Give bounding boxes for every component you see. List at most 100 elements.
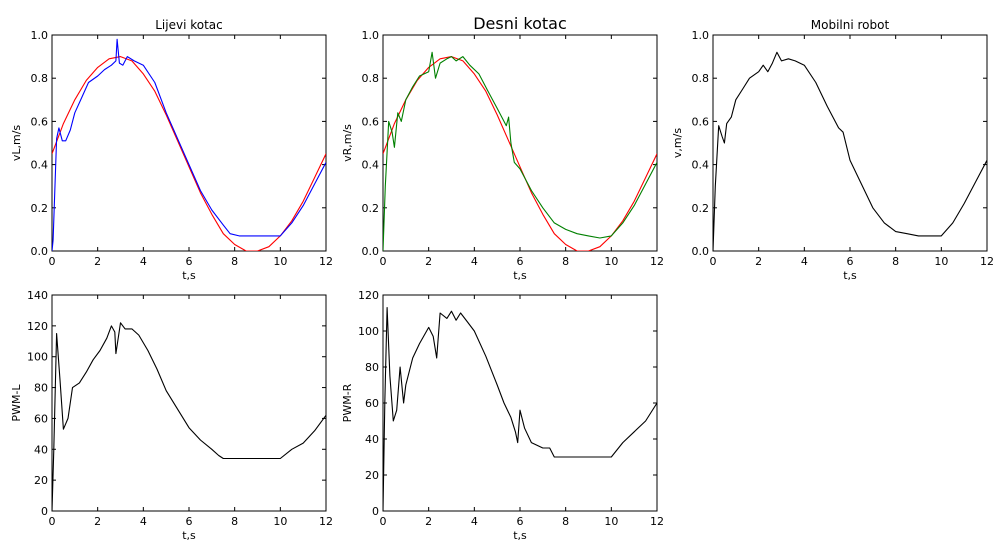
- x-tick-label: 8: [231, 515, 238, 528]
- y-tick-label: 40: [365, 433, 379, 446]
- x-tick-label: 6: [186, 515, 193, 528]
- y-tick-label: 0.8: [692, 72, 710, 85]
- x-tick-label: 4: [140, 255, 147, 268]
- x-tick-label: 10: [934, 255, 948, 268]
- y-tick-label: 0.2: [31, 202, 49, 215]
- x-tick-label: 10: [604, 255, 618, 268]
- x-tick-label: 2: [425, 515, 432, 528]
- series-line-1: [52, 322, 326, 511]
- x-tick-label: 2: [94, 515, 101, 528]
- x-tick-label: 0: [380, 255, 387, 268]
- x-tick-label: 4: [471, 255, 478, 268]
- x-tick-label: 6: [847, 255, 854, 268]
- series-line-1: [52, 56, 326, 251]
- x-tick-label: 2: [94, 255, 101, 268]
- x-tick-label: 0: [380, 515, 387, 528]
- y-tick-label: 0.4: [31, 159, 49, 172]
- y-tick-label: 0.4: [692, 159, 710, 172]
- series-line-1: [713, 51, 987, 251]
- y-tick-label: 40: [34, 443, 48, 456]
- chart-title: Desni kotac: [473, 14, 567, 33]
- y-tick-label: 0.6: [692, 115, 710, 128]
- y-tick-label: 20: [34, 474, 48, 487]
- chart-title: Lijevi kotac: [155, 18, 223, 32]
- x-tick-label: 10: [273, 515, 287, 528]
- x-axis-label: t,s: [843, 269, 857, 282]
- x-tick-label: 8: [892, 255, 899, 268]
- x-tick-label: 6: [186, 255, 193, 268]
- y-tick-label: 0: [41, 505, 48, 518]
- y-tick-label: 60: [365, 397, 379, 410]
- y-axis-label: vL,m/s: [10, 125, 23, 162]
- x-tick-label: 4: [801, 255, 808, 268]
- y-tick-label: 0.0: [692, 245, 710, 258]
- x-tick-label: 0: [49, 255, 56, 268]
- x-tick-label: 12: [650, 255, 664, 268]
- y-tick-label: 1.0: [31, 29, 49, 42]
- y-tick-label: 0.2: [692, 202, 710, 215]
- x-tick-label: 0: [49, 515, 56, 528]
- y-tick-label: 0.6: [31, 115, 49, 128]
- y-axis-label: PWM-L: [10, 384, 23, 422]
- plot-frame: [382, 34, 658, 252]
- x-tick-label: 4: [471, 515, 478, 528]
- y-tick-label: 1.0: [692, 29, 710, 42]
- series-line-1: [383, 56, 657, 251]
- x-tick-label: 12: [650, 515, 664, 528]
- x-tick-label: 4: [140, 515, 147, 528]
- x-tick-label: 6: [517, 255, 524, 268]
- y-tick-label: 100: [27, 351, 48, 364]
- y-tick-label: 140: [27, 289, 48, 302]
- x-tick-label: 6: [517, 515, 524, 528]
- plot-frame: [382, 294, 658, 512]
- x-tick-label: 2: [425, 255, 432, 268]
- y-tick-label: 1.0: [362, 29, 380, 42]
- y-tick-label: 80: [34, 382, 48, 395]
- y-tick-label: 60: [34, 412, 48, 425]
- y-tick-label: 0.8: [31, 72, 49, 85]
- chart-title: Mobilni robot: [811, 18, 890, 32]
- plot-frame: [712, 34, 988, 252]
- y-tick-label: 100: [358, 325, 379, 338]
- x-tick-label: 12: [319, 255, 333, 268]
- y-tick-label: 0: [372, 505, 379, 518]
- y-axis-label: PWM-R: [341, 383, 354, 422]
- chart-1: 0 2 4 6 8 10 12 0.0 0.2 0.4 0.6 0.8 1.0 Lijevi kotac t…: [10, 18, 333, 282]
- x-tick-label: 12: [980, 255, 994, 268]
- x-axis-label: t,s: [513, 529, 527, 541]
- x-tick-label: 10: [273, 255, 287, 268]
- x-tick-label: 2: [755, 255, 762, 268]
- y-tick-label: 0.0: [362, 245, 380, 258]
- x-tick-label: 10: [604, 515, 618, 528]
- y-axis-label: v,m/s: [671, 128, 684, 158]
- x-tick-label: 8: [562, 515, 569, 528]
- y-tick-label: 120: [27, 320, 48, 333]
- x-tick-label: 0: [710, 255, 717, 268]
- x-tick-label: 8: [562, 255, 569, 268]
- x-tick-label: 12: [319, 515, 333, 528]
- plot-frame: [51, 294, 327, 512]
- series-line-1: [383, 307, 657, 511]
- x-axis-label: t,s: [182, 529, 196, 541]
- y-tick-label: 0.6: [362, 115, 380, 128]
- y-axis-label: vR,m/s: [341, 124, 354, 162]
- y-tick-label: 80: [365, 361, 379, 374]
- chart-3: 0 2 4 6 8 10 12 0.0 0.2 0.4 0.6 0.8 1.0 Mobilni robot…: [671, 18, 994, 282]
- chart-2: 0 2 4 6 8 10 12 0.0 0.2 0.4 0.6 0.8 1.0 Desni kotac t,…: [341, 14, 664, 282]
- y-tick-label: 0.8: [362, 72, 380, 85]
- series-line-2: [383, 51, 657, 251]
- y-tick-label: 0.4: [362, 159, 380, 172]
- y-tick-label: 120: [358, 289, 379, 302]
- y-tick-label: 20: [365, 469, 379, 482]
- x-axis-label: t,s: [182, 269, 196, 282]
- series-line-2: [52, 38, 326, 251]
- plot-frame: [51, 34, 327, 252]
- y-tick-label: 0.0: [31, 245, 49, 258]
- y-tick-label: 0.2: [362, 202, 380, 215]
- x-axis-label: t,s: [513, 269, 527, 282]
- x-tick-label: 8: [231, 255, 238, 268]
